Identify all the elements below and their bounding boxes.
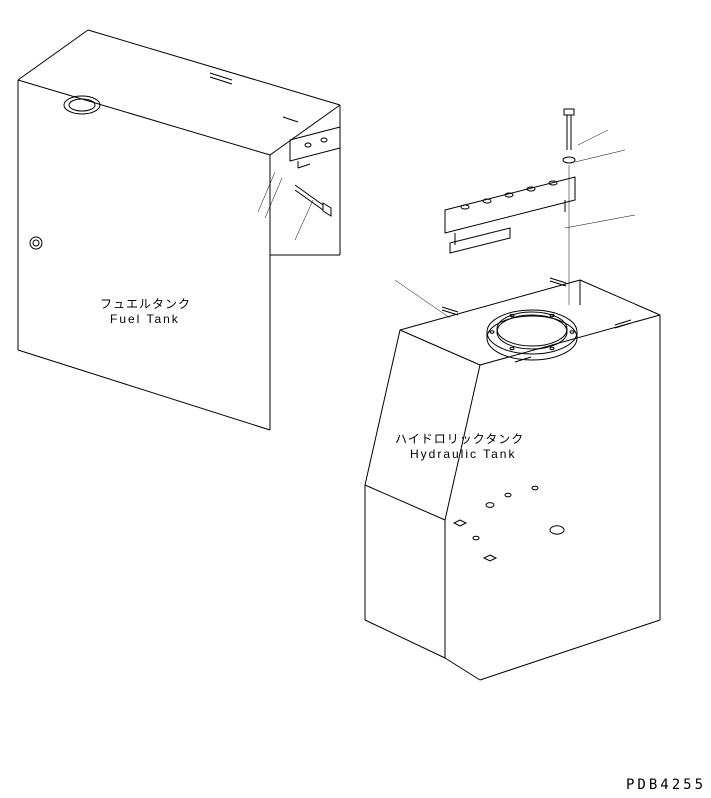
drawing-id: PDB4255 <box>626 777 706 793</box>
fuel-tank-drawing <box>18 30 340 430</box>
hydraulic-tank-drawing <box>365 109 660 680</box>
fuel-tank-label-jp: フュエルタンク <box>100 295 191 312</box>
hydraulic-tank-label-en: Hydraulic Tank <box>410 447 516 461</box>
diagram-svg <box>0 0 711 798</box>
fuel-tank-label-en: Fuel Tank <box>110 312 180 326</box>
hydraulic-tank-label-jp: ハイドロリックタンク <box>395 430 524 447</box>
